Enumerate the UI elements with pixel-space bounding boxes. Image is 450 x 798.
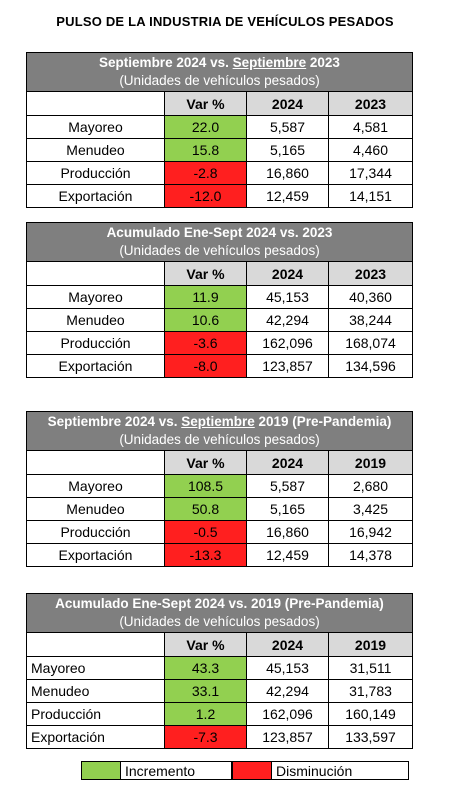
table-row: Menudeo 10.6 42,294 38,244 — [27, 308, 412, 331]
col-year-1: 2024 — [246, 451, 328, 474]
table-subtitle: (Unidades de vehículos pesados) — [119, 614, 320, 629]
var-cell: -13.3 — [164, 544, 246, 566]
legend: Incremento Disminución — [81, 761, 409, 780]
table-subtitle: (Unidades de vehículos pesados) — [119, 432, 320, 447]
col-year-1: 2024 — [246, 92, 328, 115]
table-row: Menudeo 33.1 42,294 31,783 — [27, 679, 412, 702]
var-cell: 33.1 — [164, 680, 246, 702]
column-header-row: Var % 2024 2023 — [27, 92, 412, 115]
legend-decrease-swatch — [232, 761, 272, 780]
table-title: Septiembre 2024 vs. Septiembre 2023 — [99, 55, 340, 70]
col-year-2: 2023 — [328, 92, 412, 115]
table-header: Acumulado Ene-Sept 2024 vs. 2023 (Unidad… — [27, 223, 412, 262]
var-cell: 1.2 — [164, 703, 246, 725]
table-row: Mayoreo 22.0 5,587 4,581 — [27, 115, 412, 138]
table-subtitle: (Unidades de vehículos pesados) — [119, 243, 320, 258]
var-cell: -0.5 — [164, 521, 246, 543]
table-sep-2024-vs-2023: Septiembre 2024 vs. Septiembre 2023 (Uni… — [26, 52, 413, 208]
col-var: Var % — [164, 262, 246, 285]
table-header: Septiembre 2024 vs. Septiembre 2023 (Uni… — [27, 53, 412, 92]
column-header-row: Var % 2024 2019 — [27, 451, 412, 474]
table-title: Acumulado Ene-Sept 2024 vs. 2023 — [106, 225, 333, 240]
var-cell: 15.8 — [164, 139, 246, 161]
table-row: Producción -0.5 16,860 16,942 — [27, 520, 412, 543]
col-year-2: 2019 — [328, 451, 412, 474]
var-cell: -12.0 — [164, 185, 246, 207]
col-year-2: 2019 — [328, 633, 412, 656]
var-cell: -7.3 — [164, 726, 246, 748]
table-row: Mayoreo 108.5 5,587 2,680 — [27, 474, 412, 497]
var-cell: 11.9 — [164, 286, 246, 308]
col-year-2: 2023 — [328, 262, 412, 285]
table-subtitle: (Unidades de vehículos pesados) — [119, 73, 320, 88]
table-acum-2024-vs-2019: Acumulado Ene-Sept 2024 vs. 2019 (Pre-Pa… — [26, 593, 413, 749]
table-row: Exportación -13.3 12,459 14,378 — [27, 543, 412, 566]
col-year-1: 2024 — [246, 262, 328, 285]
table-header: Acumulado Ene-Sept 2024 vs. 2019 (Pre-Pa… — [27, 594, 412, 633]
table-row: Mayoreo 11.9 45,153 40,360 — [27, 285, 412, 308]
var-cell: 43.3 — [164, 657, 246, 679]
var-cell: -8.0 — [164, 355, 246, 377]
var-cell: -3.6 — [164, 332, 246, 354]
table-row: Menudeo 50.8 5,165 3,425 — [27, 497, 412, 520]
var-cell: 108.5 — [164, 475, 246, 497]
table-row: Producción -3.6 162,096 168,074 — [27, 331, 412, 354]
legend-increment-label: Incremento — [121, 761, 232, 780]
table-row: Producción 1.2 162,096 160,149 — [27, 702, 412, 725]
legend-increment-swatch — [81, 761, 121, 780]
var-cell: 10.6 — [164, 309, 246, 331]
col-year-1: 2024 — [246, 633, 328, 656]
legend-decrease-label: Disminución — [272, 761, 409, 780]
var-cell: 50.8 — [164, 498, 246, 520]
col-var: Var % — [164, 92, 246, 115]
table-row: Exportación -8.0 123,857 134,596 — [27, 354, 412, 377]
table-title: Acumulado Ene-Sept 2024 vs. 2019 (Pre-Pa… — [55, 596, 384, 611]
table-row: Exportación -7.3 123,857 133,597 — [27, 725, 412, 748]
table-sep-2024-vs-2019: Septiembre 2024 vs. Septiembre 2019 (Pre… — [26, 411, 413, 567]
col-var: Var % — [164, 633, 246, 656]
var-cell: 22.0 — [164, 116, 246, 138]
table-header: Septiembre 2024 vs. Septiembre 2019 (Pre… — [27, 412, 412, 451]
table-acum-2024-vs-2023: Acumulado Ene-Sept 2024 vs. 2023 (Unidad… — [26, 222, 413, 378]
table-row: Exportación -12.0 12,459 14,151 — [27, 184, 412, 207]
table-row: Menudeo 15.8 5,165 4,460 — [27, 138, 412, 161]
column-header-row: Var % 2024 2023 — [27, 262, 412, 285]
page-title: PULSO DE LA INDUSTRIA DE VEHÍCULOS PESAD… — [56, 14, 394, 29]
col-var: Var % — [164, 451, 246, 474]
table-row: Mayoreo 43.3 45,153 31,511 — [27, 656, 412, 679]
column-header-row: Var % 2024 2019 — [27, 633, 412, 656]
table-row: Producción -2.8 16,860 17,344 — [27, 161, 412, 184]
table-title: Septiembre 2024 vs. Septiembre 2019 (Pre… — [47, 414, 392, 429]
var-cell: -2.8 — [164, 162, 246, 184]
